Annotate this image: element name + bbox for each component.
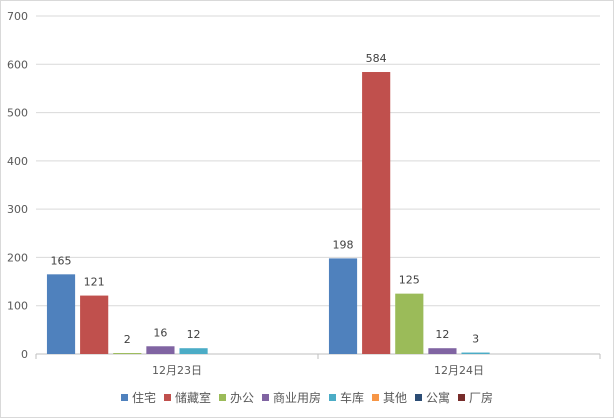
bar — [46, 274, 76, 354]
data-label: 584 — [366, 52, 387, 65]
legend-item: 车库 — [329, 389, 364, 406]
legend-swatch — [415, 393, 423, 401]
legend-item: 储藏室 — [163, 389, 211, 406]
data-label: 12 — [435, 328, 449, 341]
data-label: 16 — [153, 326, 167, 339]
legend-label: 住宅 — [131, 390, 156, 405]
bar — [461, 352, 490, 354]
legend-label: 其他 — [383, 390, 408, 405]
legend-swatch — [329, 393, 336, 401]
legend-swatch — [372, 393, 380, 401]
y-tick-label: 700 — [7, 10, 28, 23]
legend-swatch — [218, 393, 226, 401]
bar — [146, 346, 175, 354]
legend-label: 储藏室 — [174, 390, 211, 405]
bar — [80, 295, 109, 354]
data-label: 198 — [333, 238, 354, 251]
data-label: 2 — [124, 333, 131, 346]
bar — [395, 293, 424, 354]
bar — [328, 258, 358, 354]
legend-item: 其他 — [372, 389, 407, 406]
data-label: 165 — [51, 254, 72, 267]
chart-legend: 住宅 储藏室 办公 商业用房 车库 其他 公寓 厂房 — [0, 388, 614, 406]
legend-label: 厂房 — [469, 390, 494, 405]
legend-item: 住宅 — [120, 389, 156, 406]
bar — [428, 348, 457, 354]
y-tick-label: 400 — [7, 155, 28, 168]
y-tick-label: 200 — [7, 251, 28, 264]
bar — [113, 353, 142, 354]
legend-label: 车库 — [340, 390, 365, 405]
y-tick-label: 600 — [7, 58, 28, 71]
x-tick-label: 12月24日 — [434, 364, 484, 377]
bar — [179, 348, 208, 354]
legend-swatch — [120, 393, 128, 401]
data-label: 121 — [84, 276, 105, 289]
legend-swatch — [261, 393, 269, 401]
legend-item: 厂房 — [458, 389, 493, 406]
legend-item: 办公 — [218, 389, 254, 406]
y-tick-label: 0 — [21, 348, 28, 361]
y-tick-label: 500 — [7, 107, 28, 120]
legend-swatch — [163, 393, 171, 401]
data-label: 125 — [399, 274, 420, 287]
legend-label: 商业用房 — [272, 390, 321, 405]
y-tick-label: 100 — [7, 300, 28, 313]
data-label: 3 — [472, 333, 479, 346]
bar — [362, 72, 391, 355]
legend-swatch — [458, 393, 466, 401]
legend-label: 公寓 — [426, 390, 451, 405]
x-tick-label: 12月23日 — [152, 364, 202, 377]
legend-item: 公寓 — [415, 389, 450, 406]
legend-label: 办公 — [229, 390, 254, 405]
y-tick-label: 300 — [7, 203, 28, 216]
legend-item: 商业用房 — [261, 389, 321, 406]
data-label: 12 — [187, 328, 201, 341]
